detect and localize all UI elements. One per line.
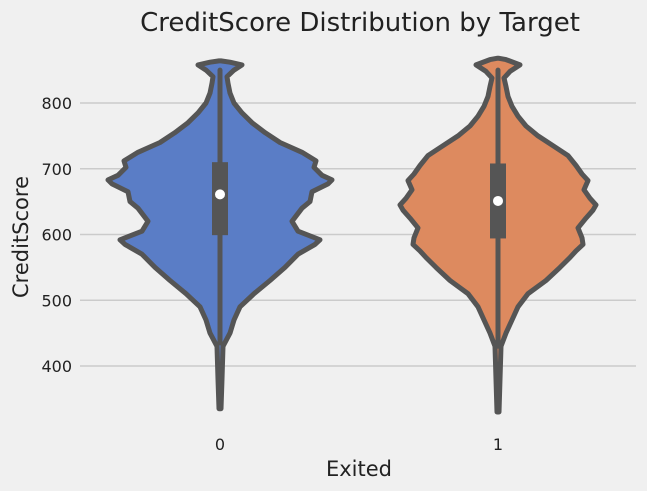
- y-tick-600: 600: [41, 226, 72, 245]
- median-point-1: [493, 195, 503, 206]
- violins: [105, 55, 599, 415]
- x-tick-1: 1: [493, 435, 503, 454]
- y-tick-800: 800: [41, 94, 72, 113]
- y-axis-label: CreditScore: [9, 176, 33, 298]
- x-tick-0: 0: [215, 435, 225, 454]
- x-axis-label: Exited: [326, 457, 392, 481]
- violin-1: [397, 55, 599, 415]
- y-tick-700: 700: [41, 160, 72, 179]
- median-point-0: [215, 189, 225, 200]
- y-tick-labels: 400 500 600 700 800: [41, 94, 72, 376]
- violin-0: [105, 58, 335, 412]
- y-tick-400: 400: [41, 357, 72, 376]
- chart-title: CreditScore Distribution by Target: [140, 8, 580, 38]
- y-tick-500: 500: [41, 291, 72, 310]
